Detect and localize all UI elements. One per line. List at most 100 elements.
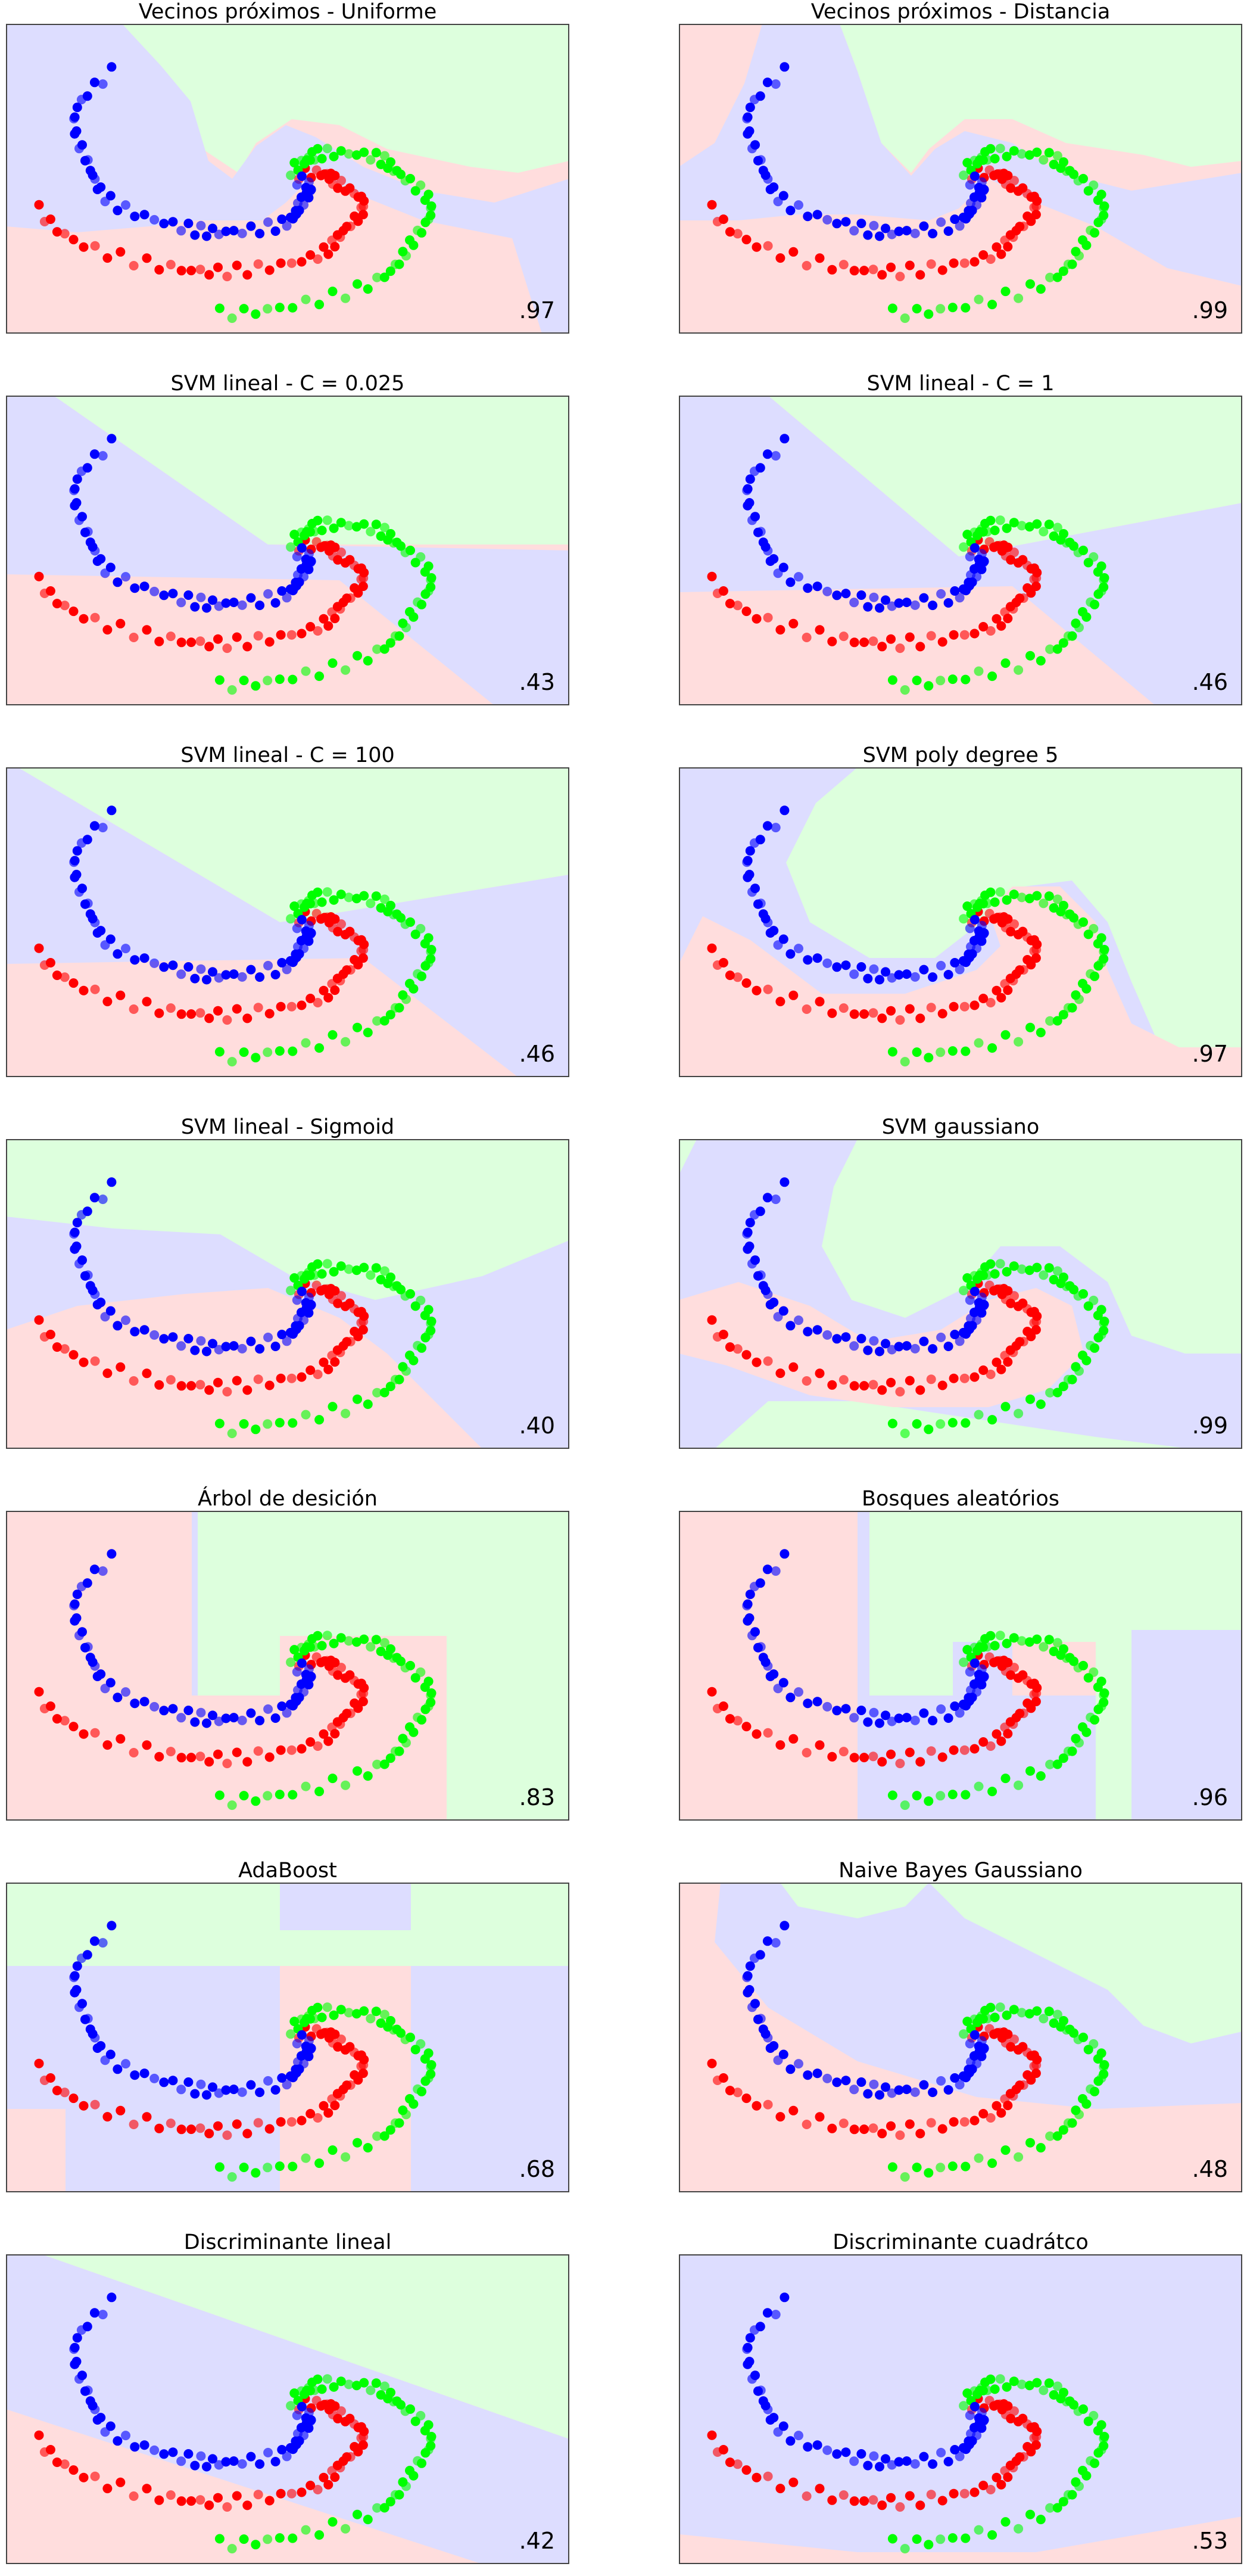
- point-class-blue: [753, 1642, 763, 1653]
- point-class-blue: [881, 223, 890, 234]
- point-class-blue: [246, 1336, 256, 1346]
- point-class-green: [286, 2029, 296, 2039]
- accuracy-score: .48: [1192, 2156, 1228, 2182]
- point-class-green: [363, 284, 373, 294]
- point-class-blue: [130, 1327, 140, 1337]
- plot-area: .46: [6, 767, 569, 1077]
- point-class-green: [416, 552, 426, 562]
- point-class-green: [329, 1267, 339, 1277]
- point-class-red: [978, 250, 989, 260]
- point-class-green: [310, 1642, 319, 1652]
- point-class-green: [379, 644, 389, 654]
- point-class-red: [877, 1757, 887, 1767]
- point-class-red: [242, 1013, 252, 1023]
- point-class-green: [1089, 552, 1099, 562]
- point-class-green: [987, 300, 997, 310]
- point-class-red: [34, 943, 44, 953]
- point-class-green: [1059, 529, 1068, 539]
- point-class-green: [379, 1387, 389, 1398]
- point-class-green: [426, 945, 437, 954]
- point-class-green: [1000, 1774, 1011, 1784]
- point-class-blue: [196, 220, 206, 231]
- point-class-blue: [965, 1295, 975, 1305]
- plot-area: .97: [679, 767, 1242, 1077]
- point-class-green: [301, 1038, 311, 1048]
- point-class-green: [329, 2382, 339, 2392]
- point-class-green: [887, 1790, 897, 1800]
- point-class-blue: [270, 1713, 280, 1723]
- point-class-blue: [113, 206, 123, 216]
- point-class-red: [1029, 574, 1039, 584]
- point-class-blue: [82, 835, 92, 845]
- point-class-blue: [849, 1341, 859, 1351]
- point-class-green: [1052, 1266, 1062, 1276]
- point-class-red: [34, 200, 44, 210]
- plot-area: .40: [6, 1139, 569, 1449]
- point-class-blue: [758, 1281, 768, 1291]
- point-class-blue: [965, 923, 975, 934]
- point-class-blue: [168, 2076, 178, 2086]
- point-class-red: [986, 998, 996, 1007]
- point-class-red: [102, 1740, 113, 1750]
- point-class-red: [166, 1747, 176, 1757]
- point-class-blue: [70, 1971, 80, 1981]
- point-class-red: [313, 998, 323, 1007]
- point-class-green: [359, 891, 369, 901]
- point-class-blue: [803, 2070, 813, 2080]
- point-class-red: [949, 630, 959, 640]
- subplot-title: SVM lineal - C = 1: [866, 372, 1055, 396]
- point-class-red: [176, 266, 186, 276]
- point-class-red: [1006, 555, 1016, 565]
- point-class-red: [253, 1746, 263, 1756]
- point-class-blue: [910, 1715, 920, 1725]
- data-points: [34, 1921, 437, 2182]
- point-class-blue: [255, 1344, 265, 1354]
- point-class-green: [288, 1790, 298, 1800]
- subplot-5: SVM lineal - C = 100.46: [6, 743, 569, 1089]
- point-class-red: [732, 1344, 743, 1354]
- point-class-blue: [955, 221, 965, 231]
- point-class-green: [406, 2404, 415, 2414]
- point-class-red: [313, 2485, 323, 2494]
- point-class-blue: [881, 2454, 890, 2464]
- point-class-blue: [159, 590, 169, 601]
- point-class-green: [1002, 523, 1012, 533]
- point-class-red: [68, 1722, 79, 1732]
- point-class-blue: [958, 2443, 968, 2453]
- point-class-blue: [919, 593, 929, 603]
- point-class-red: [39, 589, 49, 598]
- point-class-red: [788, 1362, 799, 1372]
- point-class-blue: [812, 1325, 822, 1335]
- data-points: [34, 1549, 437, 1810]
- point-class-green: [1058, 638, 1068, 648]
- point-class-red: [253, 631, 263, 641]
- point-class-green: [936, 1047, 946, 1057]
- point-class-green: [322, 1631, 332, 1641]
- point-class-green: [986, 2374, 996, 2384]
- point-class-green: [386, 1273, 395, 1282]
- point-class-green: [995, 1631, 1005, 1641]
- decision-region: [840, 24, 1242, 173]
- point-class-red: [204, 2500, 214, 2510]
- point-class-green: [398, 990, 408, 1000]
- point-class-blue: [139, 2440, 149, 2450]
- point-class-green: [328, 2517, 338, 2527]
- point-class-green: [426, 1317, 437, 1326]
- point-class-blue: [841, 217, 851, 227]
- point-class-red: [350, 583, 360, 593]
- point-class-red: [838, 2118, 849, 2129]
- point-class-blue: [753, 527, 763, 537]
- point-class-green: [1059, 901, 1068, 910]
- point-class-red: [1022, 1698, 1033, 1708]
- point-class-red: [129, 633, 139, 642]
- point-class-blue: [902, 2085, 912, 2095]
- point-class-green: [1059, 2388, 1068, 2397]
- point-class-red: [176, 1381, 186, 1391]
- point-class-green: [1009, 1261, 1019, 1271]
- point-class-green: [1099, 201, 1109, 211]
- point-class-red: [356, 1690, 366, 1700]
- point-class-red: [79, 1729, 89, 1739]
- point-class-blue: [812, 2068, 822, 2079]
- point-class-green: [986, 1259, 996, 1269]
- point-class-blue: [113, 2436, 123, 2446]
